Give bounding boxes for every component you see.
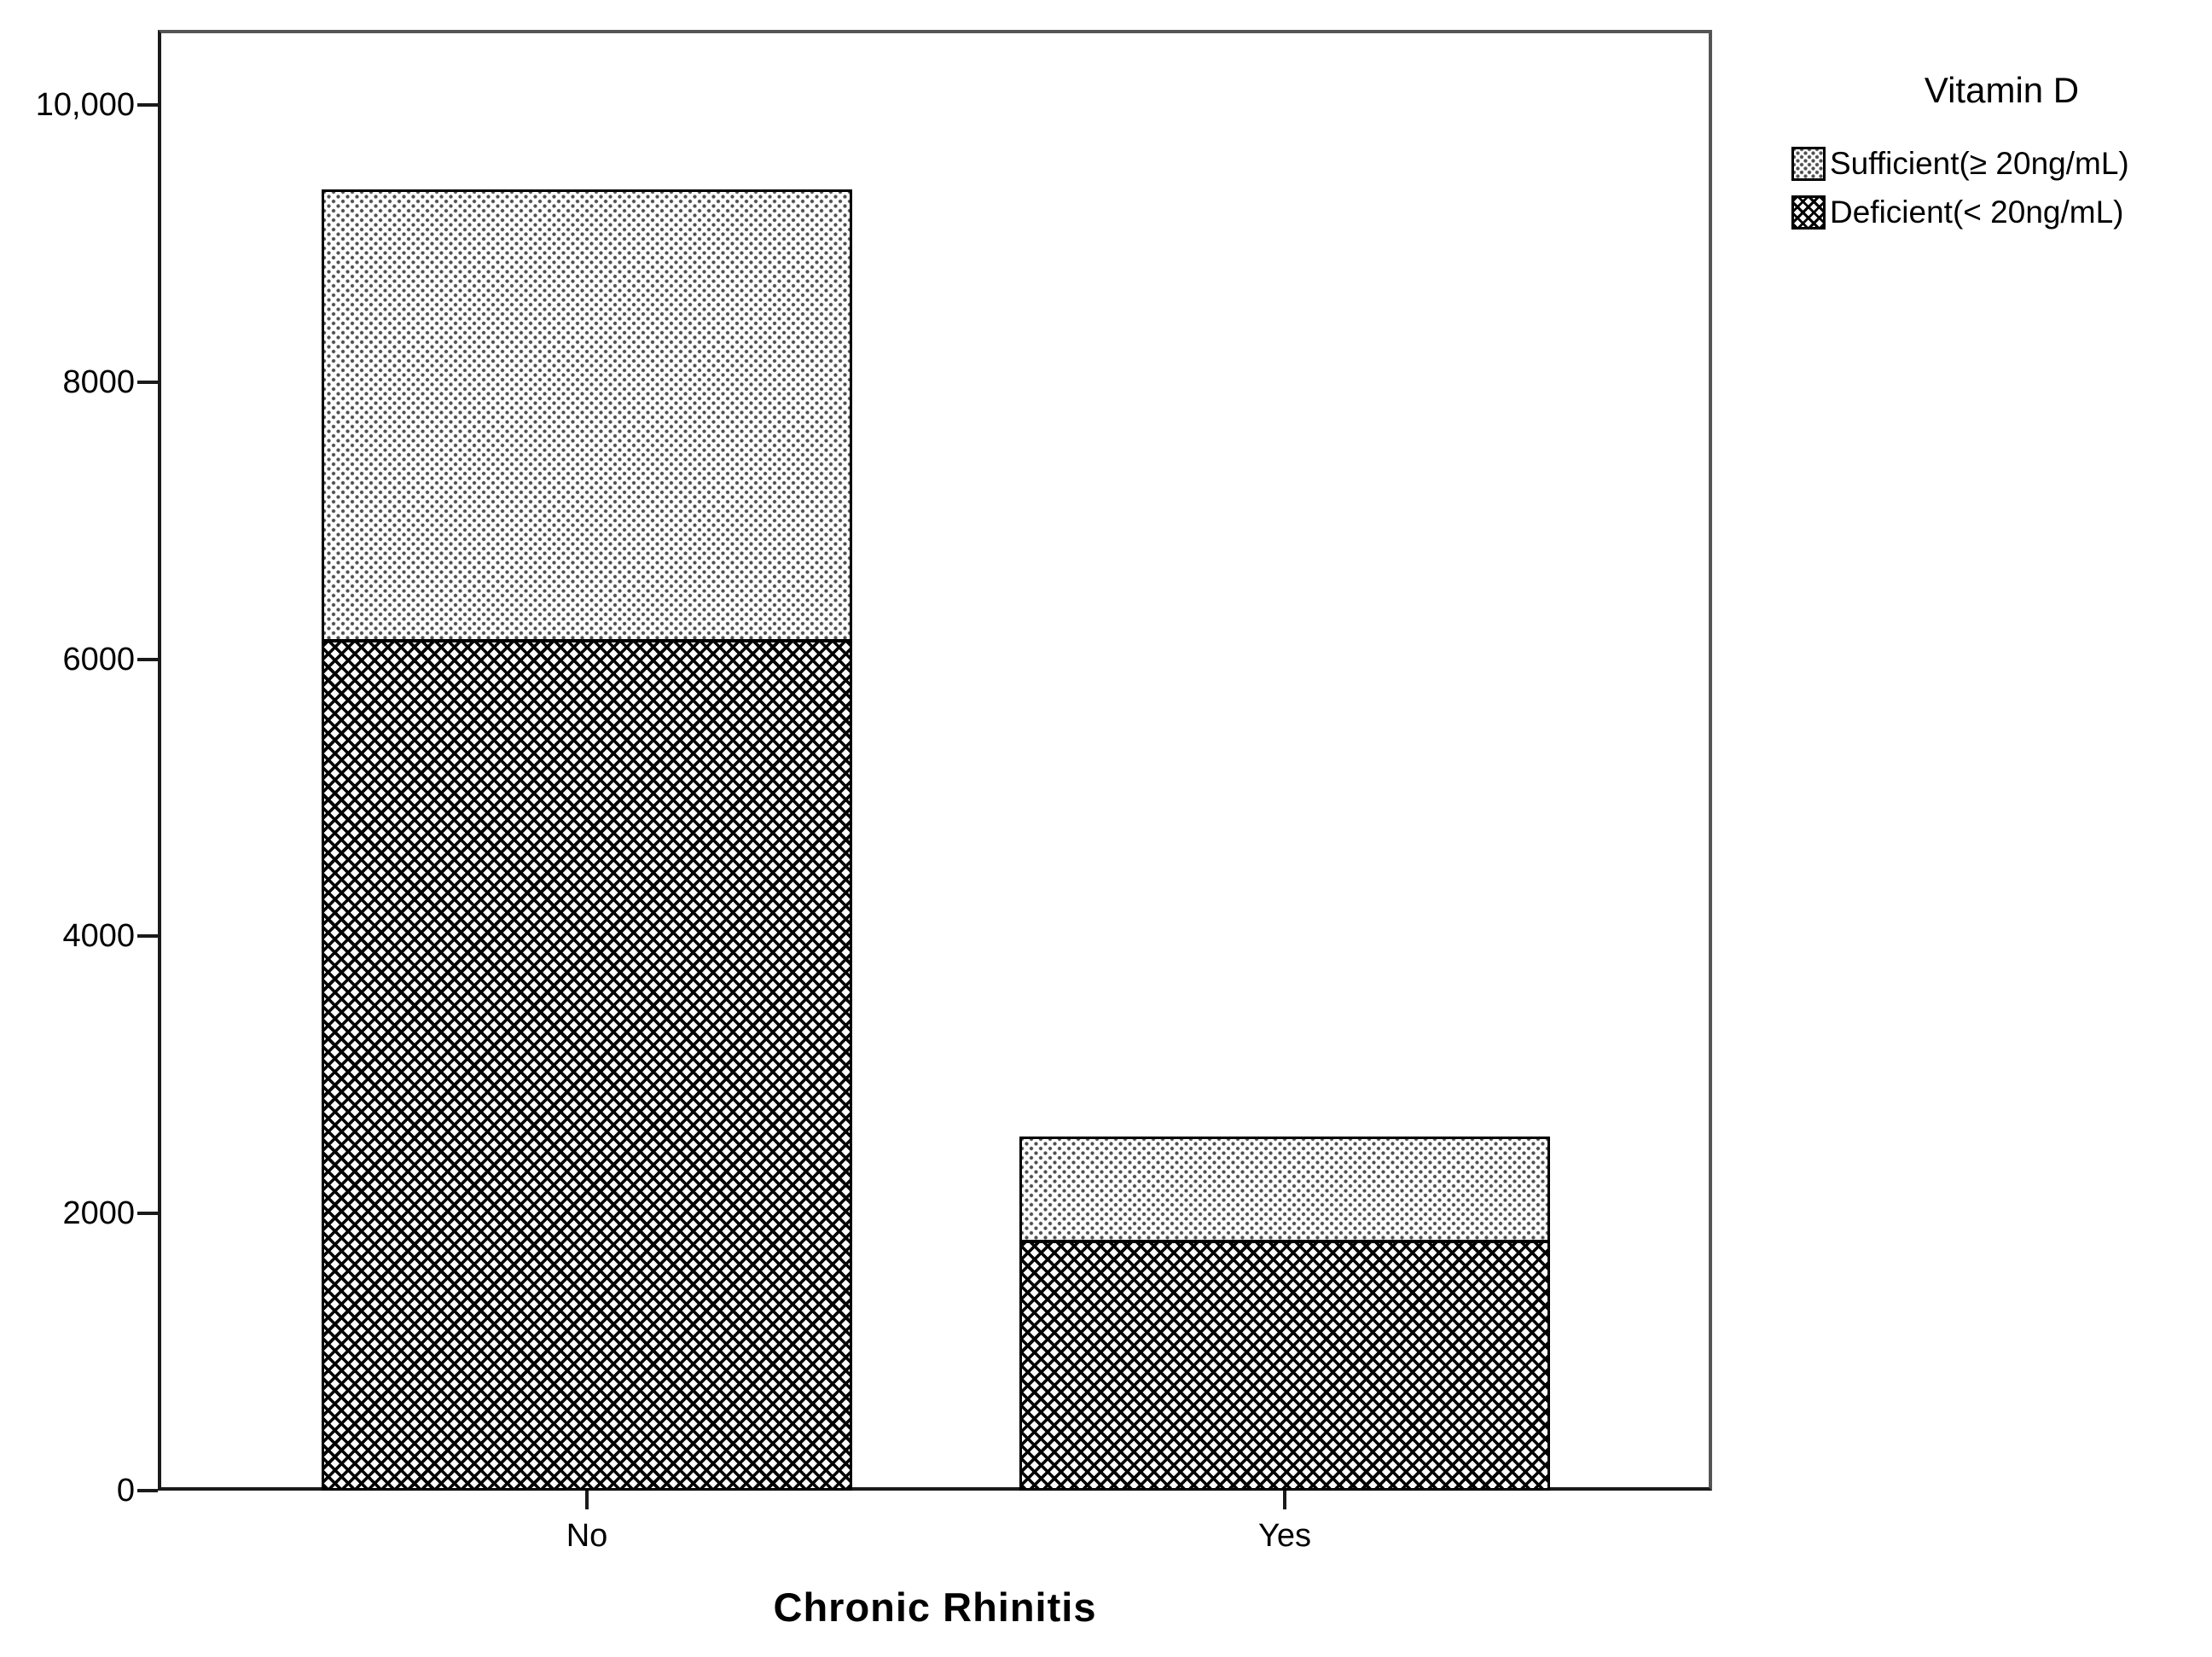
x-axis-title: Chronic Rhinitis <box>773 1584 1097 1630</box>
x-tick-label: Yes <box>1258 1518 1311 1554</box>
y-tick-mark <box>137 103 158 107</box>
y-tick-mark <box>137 1212 158 1216</box>
bar-segment-deficient-no <box>322 641 852 1491</box>
y-tick-label: 4000 <box>62 918 135 955</box>
deficient-pattern-swatch-icon <box>1791 195 1826 230</box>
y-tick-mark <box>137 1489 158 1492</box>
x-tick-mark <box>585 1491 589 1509</box>
bar-segment-sufficient-yes <box>1019 1137 1550 1241</box>
y-tick-label: 8000 <box>62 363 135 400</box>
bar-segment-deficient-yes <box>1019 1241 1550 1491</box>
y-tick-label: 0 <box>116 1473 135 1509</box>
legend-item-sufficient: Sufficient(≥ 20ng/mL) <box>1791 145 2212 183</box>
x-tick-mark <box>1283 1491 1286 1509</box>
bar-segment-sufficient-no <box>322 189 852 641</box>
y-tick-mark <box>137 380 158 384</box>
legend-label-sufficient: Sufficient(≥ 20ng/mL) <box>1830 146 2129 181</box>
y-tick-label: 10,000 <box>35 87 135 123</box>
legend-item-deficient: Deficient(< 20ng/mL) <box>1791 194 2212 231</box>
legend-label-deficient: Deficient(< 20ng/mL) <box>1830 195 2124 230</box>
x-tick-label: No <box>566 1518 608 1554</box>
sufficient-pattern-swatch-icon <box>1791 147 1826 181</box>
y-tick-mark <box>137 934 158 939</box>
legend-title: Vitamin D <box>1924 70 2080 110</box>
legend: Vitamin D Sufficient(≥ 20ng/mL) Deficien… <box>1791 70 2212 242</box>
y-tick-label: 6000 <box>62 641 135 677</box>
y-tick-label: 2000 <box>62 1195 135 1232</box>
y-tick-mark <box>137 657 158 661</box>
